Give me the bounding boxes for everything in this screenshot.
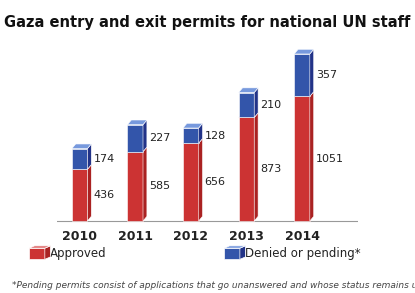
Polygon shape (239, 113, 258, 117)
Polygon shape (72, 149, 88, 169)
Polygon shape (199, 123, 203, 143)
Polygon shape (254, 88, 258, 117)
Polygon shape (72, 165, 91, 169)
Text: 2012: 2012 (173, 230, 208, 243)
Text: 656: 656 (205, 177, 226, 187)
Text: 2014: 2014 (285, 230, 320, 243)
Polygon shape (127, 125, 143, 151)
Text: 174: 174 (93, 154, 115, 164)
Polygon shape (45, 246, 50, 259)
Text: 2011: 2011 (118, 230, 153, 243)
Text: 2010: 2010 (62, 230, 97, 243)
Polygon shape (127, 120, 147, 125)
Text: Gaza entry and exit permits for national UN staff: Gaza entry and exit permits for national… (4, 15, 411, 30)
Polygon shape (294, 49, 314, 54)
Polygon shape (294, 92, 314, 96)
Text: 210: 210 (260, 100, 281, 110)
Polygon shape (29, 248, 45, 259)
Polygon shape (183, 143, 199, 221)
Polygon shape (88, 165, 91, 221)
Polygon shape (240, 246, 245, 259)
Text: 128: 128 (205, 131, 226, 141)
Polygon shape (239, 117, 254, 221)
Polygon shape (143, 120, 147, 151)
Polygon shape (224, 248, 240, 259)
Text: 2013: 2013 (229, 230, 264, 243)
Text: 227: 227 (149, 133, 171, 143)
Text: 873: 873 (260, 164, 281, 174)
Polygon shape (199, 139, 203, 221)
Text: 436: 436 (93, 190, 115, 200)
Text: 585: 585 (149, 181, 170, 191)
Polygon shape (88, 144, 91, 169)
Polygon shape (239, 93, 254, 117)
Polygon shape (294, 54, 310, 96)
Text: *Pending permits consist of applications that go unanswered and whose status rem: *Pending permits consist of applications… (12, 281, 415, 290)
Polygon shape (183, 123, 203, 128)
Polygon shape (254, 113, 258, 221)
Text: Approved: Approved (50, 247, 106, 260)
Polygon shape (183, 139, 203, 143)
Polygon shape (29, 246, 50, 248)
Polygon shape (183, 128, 199, 143)
Text: 1051: 1051 (316, 154, 344, 164)
Polygon shape (310, 49, 314, 96)
Polygon shape (72, 144, 91, 149)
Polygon shape (224, 246, 245, 248)
Polygon shape (239, 88, 258, 93)
Polygon shape (72, 169, 88, 221)
Polygon shape (127, 147, 147, 151)
Text: Denied or pending*: Denied or pending* (245, 247, 361, 260)
Polygon shape (143, 147, 147, 221)
Polygon shape (127, 151, 143, 221)
Polygon shape (294, 96, 310, 221)
Text: 357: 357 (316, 70, 337, 80)
Polygon shape (310, 92, 314, 221)
